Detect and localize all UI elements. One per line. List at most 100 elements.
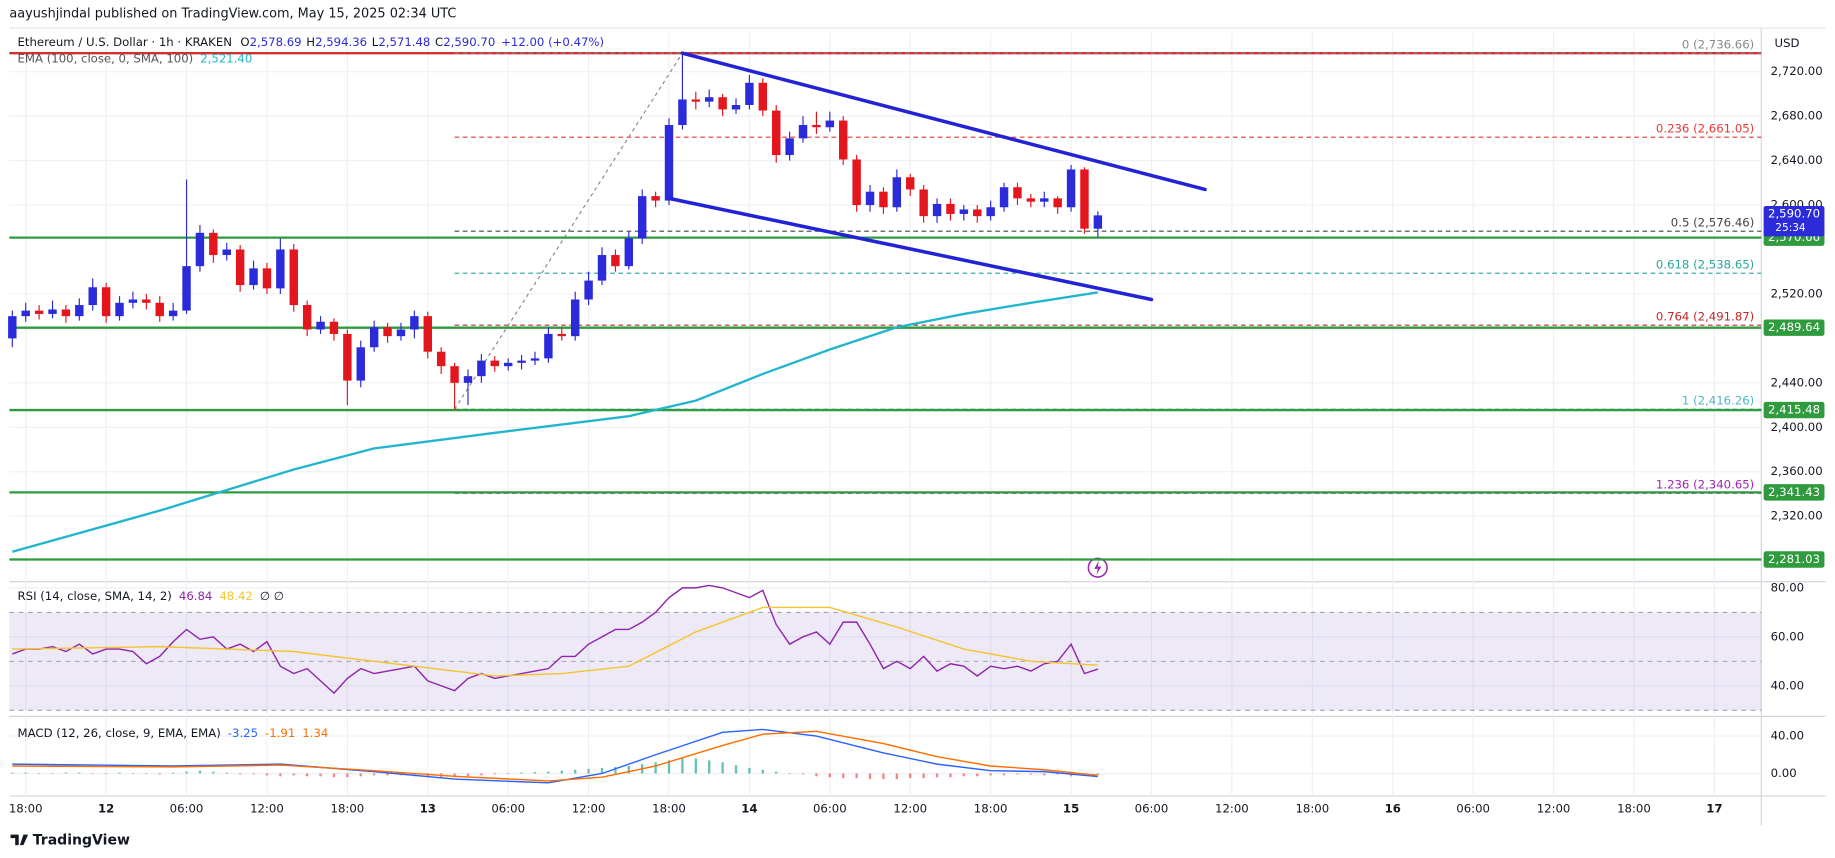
- macd-hist: [51, 773, 54, 774]
- candle-body: [316, 321, 325, 330]
- candle-body: [289, 249, 298, 306]
- ohlc-value: 2,578.69: [250, 35, 302, 49]
- price-badge-label: 2,341.43: [1768, 485, 1820, 499]
- price-badge: [1763, 484, 1825, 501]
- candle-body: [222, 249, 231, 256]
- macd-hist: [225, 772, 228, 774]
- candle-body: [155, 302, 164, 317]
- candle-body: [75, 305, 84, 317]
- candle-body: [21, 310, 30, 317]
- y-tick-label: 2,440.00: [1771, 375, 1823, 389]
- price-badge: [1763, 401, 1825, 419]
- macd-value: 1.34: [302, 725, 328, 739]
- macd-hist: [1016, 773, 1019, 775]
- candle-body: [503, 362, 513, 367]
- alert-icon: [1087, 557, 1108, 578]
- candle-body: [101, 287, 111, 317]
- ohlc-value: 2,571.48: [378, 35, 430, 49]
- macd-hist: [1043, 773, 1046, 776]
- candle-body: [450, 366, 459, 383]
- macd-value: -1.91: [265, 725, 295, 739]
- macd-hist: [734, 765, 738, 774]
- macd-hist: [11, 772, 14, 774]
- candle-body: [865, 191, 875, 206]
- candle-body: [369, 327, 379, 348]
- y-tick-label: 2,320.00: [1771, 509, 1823, 523]
- x-tick-label: 06:00: [813, 801, 847, 815]
- fib-label: 0.764 (2,491.87): [1656, 309, 1754, 323]
- x-tick-label: 06:00: [1135, 801, 1169, 815]
- macd-hist: [600, 767, 604, 774]
- candle-body: [128, 299, 138, 303]
- candle-body: [1053, 198, 1062, 208]
- candle-body: [477, 360, 486, 377]
- macd-hist: [332, 773, 336, 778]
- macd-hist: [372, 773, 376, 776]
- rsi-line: [12, 606, 1098, 677]
- candle-body: [463, 376, 473, 383]
- price-badge-label: 2,489.64: [1768, 320, 1820, 334]
- fib-label: 0 (2,736.66): [1682, 37, 1754, 51]
- x-tick-label: 17: [1706, 801, 1722, 815]
- ohlc-key: C: [435, 35, 443, 49]
- candle-body: [812, 125, 821, 128]
- macd-hist: [305, 773, 309, 777]
- macd-hist: [64, 772, 68, 774]
- candle-body: [758, 82, 768, 111]
- candle-body: [624, 238, 634, 267]
- macd-hist: [359, 773, 362, 777]
- candle-body: [61, 309, 71, 317]
- candle-body: [410, 316, 419, 330]
- macd-hist: [842, 773, 845, 779]
- x-tick-label: 13: [420, 801, 436, 815]
- candle-body: [785, 138, 794, 156]
- macd-hist: [989, 773, 992, 776]
- y-tick-label: 2,720.00: [1771, 64, 1823, 78]
- macd-hist: [627, 765, 630, 774]
- macd-hist: [708, 760, 711, 774]
- alert-bolt: [1094, 560, 1102, 575]
- macd-name: MACD (12, 26, close, 9, EMA, EMA): [18, 725, 221, 739]
- macd-hist: [78, 772, 81, 774]
- macd-hist: [198, 770, 202, 774]
- macd-hist: [1002, 773, 1006, 776]
- macd-hist: [855, 773, 858, 779]
- macd-hist: [828, 773, 832, 778]
- y-tick-label: 80.00: [1771, 580, 1804, 594]
- fib-label: 0.5 (2,576.46): [1671, 215, 1754, 229]
- currency: USD: [1775, 36, 1800, 50]
- candle-body: [209, 232, 218, 256]
- macd-hist: [533, 772, 537, 774]
- candle-body: [852, 159, 861, 206]
- macd-hist: [815, 773, 818, 777]
- ohlc-key: H: [306, 35, 315, 49]
- macd-hist: [319, 773, 322, 777]
- candle-body: [959, 209, 969, 214]
- y-tick-label: 2,360.00: [1771, 464, 1823, 478]
- candle-body: [745, 82, 754, 106]
- fib-label: 0.618 (2,538.65): [1656, 258, 1754, 272]
- rsi-name: RSI (14, close, SMA, 14, 2): [18, 588, 172, 602]
- candle-body: [48, 309, 57, 314]
- candle-body: [276, 249, 285, 289]
- macd-hist: [1029, 773, 1033, 775]
- macd-hist: [949, 773, 952, 778]
- last-price-badge: [1763, 205, 1825, 237]
- candle-body: [986, 207, 995, 217]
- y-tick-label: 40.00: [1771, 678, 1804, 692]
- price-badge-label: 2,415.48: [1768, 403, 1820, 417]
- price-badge-label: 2,281.03: [1768, 552, 1820, 566]
- macd-hist: [775, 771, 778, 774]
- candle-body: [356, 347, 365, 381]
- macd-hist: [238, 773, 242, 775]
- logo-mark: [10, 834, 29, 846]
- ema-value: 2,521.40: [200, 51, 252, 65]
- macd-hist: [453, 773, 456, 778]
- candle-body: [115, 302, 124, 317]
- candle-body: [664, 125, 674, 201]
- candle-body: [530, 358, 540, 361]
- candle-body: [182, 266, 191, 311]
- x-tick-label: 18:00: [652, 801, 686, 815]
- y-tick-label: 2,680.00: [1771, 109, 1823, 123]
